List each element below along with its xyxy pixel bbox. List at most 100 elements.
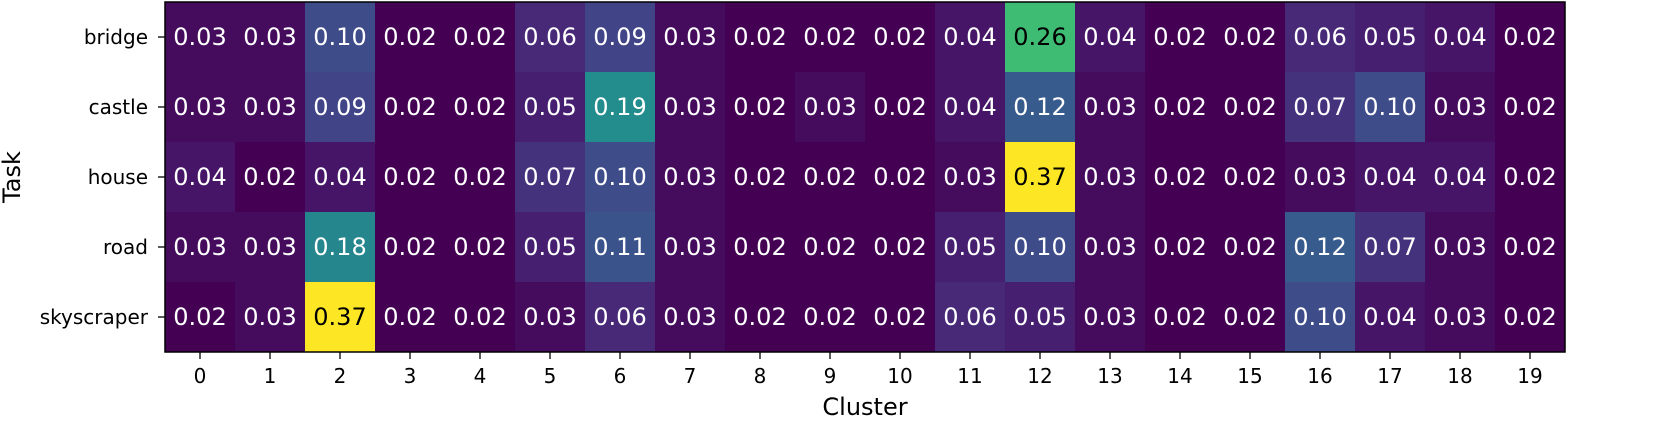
x-tick-label: 9: [824, 364, 837, 388]
cell-value-label: 0.02: [1503, 93, 1556, 121]
heatmap-cell: [1425, 72, 1495, 142]
cell-value-label: 0.10: [593, 163, 646, 191]
cell-value-label: 0.10: [1013, 233, 1066, 261]
cell-value-label: 0.02: [453, 23, 506, 51]
heatmap-cell: [725, 212, 795, 282]
cell-value-label: 0.03: [523, 303, 576, 331]
heatmap-cell: [1075, 72, 1145, 142]
heatmap-cell: [935, 142, 1005, 212]
y-tick-label: bridge: [84, 25, 148, 49]
cell-value-label: 0.04: [943, 93, 996, 121]
cell-value-label: 0.06: [943, 303, 996, 331]
y-axis-ticks: bridge castle house road skyscraper: [40, 25, 165, 329]
heatmap-cell: [1145, 212, 1215, 282]
cell-value-label: 0.02: [1223, 303, 1276, 331]
heatmap-cell: [1425, 2, 1495, 72]
heatmap-cell: [305, 282, 375, 352]
x-axis-label: Cluster: [822, 393, 907, 421]
heatmap-cell: [1215, 2, 1285, 72]
cell-value-label: 0.05: [523, 233, 576, 261]
heatmap-cell: [655, 142, 725, 212]
x-tick-label: 8: [754, 364, 767, 388]
heatmap-cell: [1355, 282, 1425, 352]
heatmap-cell: [305, 72, 375, 142]
y-tick-label: skyscraper: [40, 305, 149, 329]
cell-value-label: 0.03: [243, 93, 296, 121]
cell-value-label: 0.06: [1293, 23, 1346, 51]
cell-value-label: 0.02: [383, 163, 436, 191]
cell-value-label: 0.02: [803, 233, 856, 261]
heatmap-cell: [585, 142, 655, 212]
heatmap-cell: [1145, 142, 1215, 212]
x-tick-label: 7: [684, 364, 697, 388]
heatmap-cell: [1145, 282, 1215, 352]
heatmap-cell: [1495, 2, 1565, 72]
heatmap-cell: [515, 142, 585, 212]
cell-value-label: 0.02: [1153, 163, 1206, 191]
heatmap-cell: [1215, 282, 1285, 352]
heatmap-cell: [725, 142, 795, 212]
x-tick-label: 15: [1237, 364, 1262, 388]
cell-value-label: 0.05: [943, 233, 996, 261]
heatmap-cell: [725, 282, 795, 352]
heatmap-cell: [1425, 142, 1495, 212]
x-tick-label: 2: [334, 364, 347, 388]
cell-value-label: 0.03: [173, 23, 226, 51]
heatmap-cell: [1005, 212, 1075, 282]
heatmap-cell: [1355, 2, 1425, 72]
cell-value-label: 0.02: [1153, 233, 1206, 261]
cell-value-label: 0.07: [1363, 233, 1416, 261]
heatmap-cell: [1005, 282, 1075, 352]
cell-value-label: 0.02: [453, 93, 506, 121]
cell-value-label: 0.04: [943, 23, 996, 51]
cell-value-label: 0.03: [663, 93, 716, 121]
cell-value-label: 0.10: [1293, 303, 1346, 331]
heatmap-cell: [165, 212, 235, 282]
cell-value-label: 0.02: [1223, 93, 1276, 121]
cell-value-label: 0.26: [1013, 23, 1066, 51]
x-tick-label: 19: [1517, 364, 1542, 388]
x-tick-label: 16: [1307, 364, 1332, 388]
heatmap-cell: [1285, 142, 1355, 212]
cell-value-label: 0.04: [313, 163, 366, 191]
heatmap-cell: [935, 2, 1005, 72]
cell-value-label: 0.03: [243, 303, 296, 331]
cell-value-label: 0.37: [1013, 163, 1066, 191]
heatmap-cell: [585, 282, 655, 352]
cell-value-label: 0.03: [243, 23, 296, 51]
heatmap-cell: [1005, 72, 1075, 142]
heatmap-cell: [1495, 212, 1565, 282]
x-tick-label: 1: [264, 364, 277, 388]
y-tick-label: road: [103, 235, 148, 259]
cell-value-label: 0.02: [243, 163, 296, 191]
heatmap-cell: [795, 2, 865, 72]
cell-value-label: 0.03: [663, 23, 716, 51]
x-tick-label: 18: [1447, 364, 1472, 388]
heatmap-cell: [865, 142, 935, 212]
heatmap-cell: [1355, 142, 1425, 212]
heatmap-cell: [865, 72, 935, 142]
heatmap-cell: [725, 2, 795, 72]
cell-value-label: 0.03: [173, 233, 226, 261]
heatmap-cell: [515, 282, 585, 352]
cell-value-label: 0.02: [733, 93, 786, 121]
y-tick-label: house: [88, 165, 148, 189]
heatmap-cell: [795, 72, 865, 142]
x-tick-label: 0: [194, 364, 207, 388]
heatmap-cell: [585, 72, 655, 142]
cell-value-label: 0.04: [1083, 23, 1136, 51]
cell-value-label: 0.03: [943, 163, 996, 191]
heatmap-cell: [655, 282, 725, 352]
cell-value-label: 0.03: [1433, 93, 1486, 121]
heatmap-cell: [935, 72, 1005, 142]
heatmap-cell: [935, 212, 1005, 282]
cell-value-label: 0.02: [173, 303, 226, 331]
heatmap-cell: [445, 282, 515, 352]
heatmap-cell: [305, 212, 375, 282]
heatmap-cell: [515, 2, 585, 72]
heatmap-cell: [1285, 212, 1355, 282]
cell-value-label: 0.03: [1083, 93, 1136, 121]
heatmap-cell: [1495, 142, 1565, 212]
heatmap-cell: [375, 142, 445, 212]
cell-value-label: 0.02: [1503, 303, 1556, 331]
